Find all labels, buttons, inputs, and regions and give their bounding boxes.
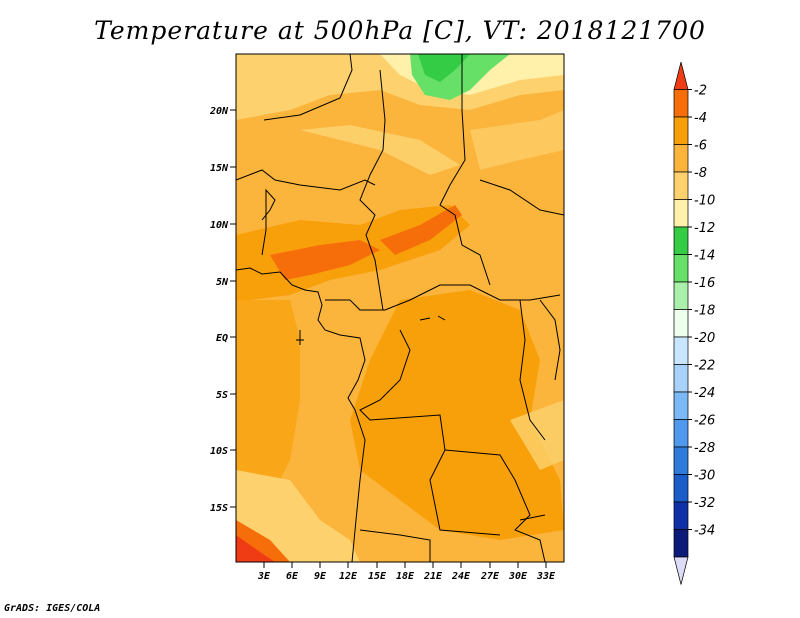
lat-label: 5N [216,277,229,288]
lat-axis: 20N 15N 10N 5N EQ 5S 10S 15S [209,106,236,514]
colorbar-swatch [673,501,689,530]
lat-label: 20N [209,106,229,117]
colorbar-label: -14 [694,249,715,264]
colorbar-label: -4 [694,111,707,126]
lon-label: 15E [368,571,387,582]
lat-label: EQ [216,333,228,344]
lon-label: 24E [451,571,471,582]
colorbar-swatch [673,529,689,558]
colorbar-label: -24 [694,386,715,401]
lat-label: 5S [216,390,228,401]
colorbar-label: -12 [694,221,715,236]
lat-label: 10N [210,220,229,231]
lon-label: 21E [423,571,443,582]
colorbar-swatch [673,226,689,255]
lon-label: 12E [339,571,358,582]
colorbar-label: -2 [694,84,707,99]
lon-label: 33E [536,571,556,582]
colorbar-swatch [673,116,689,145]
lat-label: 15N [210,163,229,174]
colorbar-label: -34 [694,524,715,539]
map-frame [235,53,565,563]
footer-credit: GrADS: IGES/COLA [4,603,101,614]
colorbar-label: -18 [694,304,715,319]
colorbar-swatch [673,364,689,393]
colorbar-swatch [673,391,689,420]
colorbar-label: -10 [694,194,715,209]
lat-label: 10S [210,446,228,457]
colorbar-label: -28 [694,441,715,456]
lon-label: 18E [396,571,415,582]
colorbar-arrow-top [673,61,689,90]
lon-label: 9E [314,571,327,582]
map-title: Temperature at 500hPa [C], VT: 201812170… [94,16,706,45]
colorbar-swatch [673,199,689,228]
colorbar-label: -16 [694,276,715,291]
colorbar-swatch [673,336,689,365]
colorbar-label: -26 [694,414,715,429]
colorbar-swatch [673,446,689,475]
colorbar-swatch [673,474,689,503]
colorbar-label: -22 [694,359,715,374]
temperature-field [236,54,564,562]
country-boundaries [236,54,564,562]
colorbar-label: -32 [694,496,715,511]
lon-label: 27E [480,571,500,582]
lon-label: 30E [508,571,528,582]
colorbar-swatch [673,419,689,448]
lon-label: 3E [257,571,271,582]
colorbar-swatch [673,144,689,173]
colorbar-swatch [673,309,689,338]
colorbar-swatch [673,281,689,310]
colorbar-swatch [673,89,689,118]
colorbar-label: -6 [694,139,707,154]
colorbar-arrow-bottom [673,556,689,585]
colorbar-label: -20 [694,331,715,346]
lon-axis: 3E 6E 9E 12E 15E 18E 21E 24E 27E 30E 33E [257,562,556,582]
colorbar: -2 -4 -6 -8 -10 -12 -14 -16 -18 -20 -22 -24 -26 -28 -3… [673,61,715,585]
lat-label: 15S [210,503,228,514]
colorbar-swatch [673,254,689,283]
colorbar-label: -30 [694,469,715,484]
colorbar-swatch [673,171,689,200]
colorbar-label: -8 [694,166,707,181]
lon-label: 6E [286,571,299,582]
